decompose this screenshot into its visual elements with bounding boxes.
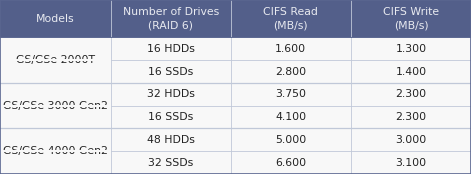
Bar: [0, 151, 471, 174]
Text: Number of Drives
(RAID 6): Number of Drives (RAID 6): [122, 7, 219, 30]
Bar: [0, 106, 471, 128]
Text: 1.600: 1.600: [275, 44, 307, 54]
Text: 5.000: 5.000: [275, 135, 307, 145]
Text: Models: Models: [36, 14, 75, 24]
Text: 3.000: 3.000: [395, 135, 427, 145]
Bar: [0, 128, 471, 151]
Text: 2.300: 2.300: [395, 89, 427, 99]
Text: GS/GSe 2000T: GS/GSe 2000T: [16, 55, 95, 65]
Text: 16 SSDs: 16 SSDs: [148, 67, 194, 77]
Text: CIFS Read
(MB/s): CIFS Read (MB/s): [263, 7, 318, 30]
Text: 2.300: 2.300: [395, 112, 427, 122]
Text: 32 SSDs: 32 SSDs: [148, 158, 194, 168]
Text: GS/GSe 4000 Gen2: GS/GSe 4000 Gen2: [3, 146, 108, 156]
Text: 16 SSDs: 16 SSDs: [148, 112, 194, 122]
Text: 32 HDDs: 32 HDDs: [147, 89, 195, 99]
Text: 16 HDDs: 16 HDDs: [147, 44, 195, 54]
Text: GS/GSe 3000 Gen2: GS/GSe 3000 Gen2: [3, 101, 108, 111]
Text: CIFS Write
(MB/s): CIFS Write (MB/s): [383, 7, 439, 30]
Text: 48 HDDs: 48 HDDs: [147, 135, 195, 145]
Text: 1.300: 1.300: [395, 44, 427, 54]
Text: 3.100: 3.100: [395, 158, 427, 168]
Text: 6.600: 6.600: [275, 158, 307, 168]
Text: 1.400: 1.400: [395, 67, 427, 77]
Bar: [0, 83, 471, 106]
Text: 3.750: 3.750: [276, 89, 306, 99]
Bar: [0, 37, 471, 60]
Bar: [0, 0, 471, 37]
Text: 4.100: 4.100: [275, 112, 307, 122]
Bar: [0, 60, 471, 83]
Text: 2.800: 2.800: [275, 67, 307, 77]
